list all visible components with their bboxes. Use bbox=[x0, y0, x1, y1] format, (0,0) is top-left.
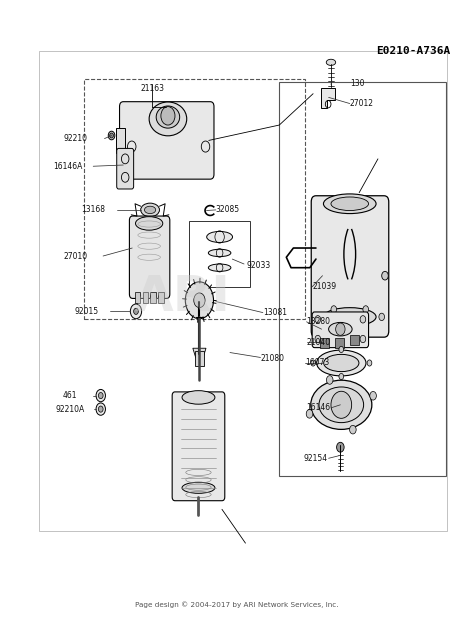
Circle shape bbox=[331, 391, 352, 418]
Text: 130: 130 bbox=[350, 79, 364, 88]
Circle shape bbox=[161, 106, 175, 125]
Text: 32085: 32085 bbox=[216, 206, 240, 214]
Bar bbox=[279, 82, 446, 475]
Circle shape bbox=[311, 360, 316, 366]
Text: E0210-A736A: E0210-A736A bbox=[376, 46, 451, 56]
Circle shape bbox=[350, 425, 356, 434]
Ellipse shape bbox=[323, 194, 376, 214]
Circle shape bbox=[194, 293, 205, 308]
Ellipse shape bbox=[331, 197, 369, 210]
Ellipse shape bbox=[145, 206, 156, 214]
Circle shape bbox=[370, 391, 376, 400]
Circle shape bbox=[339, 373, 344, 379]
Circle shape bbox=[99, 406, 103, 412]
Circle shape bbox=[96, 403, 105, 415]
Ellipse shape bbox=[136, 217, 163, 230]
Text: 16146: 16146 bbox=[306, 404, 330, 412]
Text: 16146A: 16146A bbox=[53, 162, 82, 171]
Bar bbox=[143, 292, 148, 303]
Circle shape bbox=[360, 335, 366, 343]
Circle shape bbox=[337, 443, 344, 452]
Bar bbox=[116, 128, 125, 153]
Ellipse shape bbox=[141, 203, 159, 217]
Circle shape bbox=[96, 389, 105, 402]
Circle shape bbox=[315, 316, 320, 323]
Circle shape bbox=[99, 392, 103, 399]
Ellipse shape bbox=[328, 322, 352, 336]
Text: 92210: 92210 bbox=[63, 134, 87, 143]
Circle shape bbox=[360, 316, 366, 323]
Text: 27010: 27010 bbox=[63, 251, 87, 261]
Circle shape bbox=[327, 376, 333, 384]
Circle shape bbox=[382, 271, 388, 280]
Polygon shape bbox=[320, 87, 335, 108]
Text: 27012: 27012 bbox=[350, 99, 374, 108]
Bar bbox=[195, 351, 204, 366]
Bar bbox=[150, 292, 156, 303]
Bar bbox=[319, 339, 329, 348]
Text: 13168: 13168 bbox=[81, 206, 105, 214]
Ellipse shape bbox=[311, 380, 372, 430]
Bar bbox=[350, 335, 359, 345]
Text: 21163: 21163 bbox=[140, 84, 164, 93]
Circle shape bbox=[363, 321, 369, 328]
Ellipse shape bbox=[317, 350, 366, 376]
Text: 21039: 21039 bbox=[312, 282, 336, 292]
Circle shape bbox=[379, 313, 384, 321]
Text: 92015: 92015 bbox=[75, 307, 99, 316]
Ellipse shape bbox=[323, 308, 376, 326]
Ellipse shape bbox=[319, 387, 364, 423]
FancyBboxPatch shape bbox=[312, 312, 369, 348]
Ellipse shape bbox=[182, 391, 215, 404]
Text: 13081: 13081 bbox=[263, 308, 287, 317]
Text: Page design © 2004-2017 by ARI Network Services, Inc.: Page design © 2004-2017 by ARI Network S… bbox=[135, 602, 339, 608]
Bar bbox=[135, 292, 140, 303]
Text: ARI: ARI bbox=[135, 273, 231, 321]
Bar bbox=[84, 79, 305, 319]
Circle shape bbox=[367, 360, 372, 366]
Ellipse shape bbox=[207, 232, 233, 243]
FancyBboxPatch shape bbox=[172, 392, 225, 501]
Circle shape bbox=[315, 313, 320, 321]
Circle shape bbox=[331, 321, 337, 328]
Ellipse shape bbox=[182, 482, 215, 493]
Circle shape bbox=[185, 282, 213, 319]
FancyBboxPatch shape bbox=[311, 196, 389, 337]
Circle shape bbox=[339, 347, 344, 353]
Ellipse shape bbox=[209, 249, 231, 257]
Polygon shape bbox=[193, 348, 206, 357]
Text: 92210A: 92210A bbox=[55, 405, 84, 413]
Bar bbox=[335, 339, 344, 348]
Ellipse shape bbox=[209, 264, 231, 271]
Bar bbox=[39, 51, 447, 531]
FancyBboxPatch shape bbox=[119, 102, 214, 179]
Circle shape bbox=[331, 306, 337, 313]
Bar bbox=[189, 221, 250, 287]
Ellipse shape bbox=[324, 355, 359, 371]
Circle shape bbox=[306, 410, 313, 418]
FancyBboxPatch shape bbox=[117, 149, 134, 189]
Circle shape bbox=[109, 133, 113, 138]
Circle shape bbox=[315, 335, 320, 343]
Ellipse shape bbox=[156, 106, 180, 128]
Bar bbox=[158, 292, 164, 303]
FancyBboxPatch shape bbox=[129, 216, 170, 298]
Text: 21080: 21080 bbox=[261, 354, 284, 363]
Circle shape bbox=[134, 308, 138, 314]
Circle shape bbox=[130, 304, 142, 319]
Text: 21040: 21040 bbox=[307, 337, 331, 347]
Text: 461: 461 bbox=[62, 391, 77, 400]
Circle shape bbox=[363, 306, 369, 313]
Ellipse shape bbox=[326, 59, 336, 66]
Ellipse shape bbox=[149, 102, 187, 136]
Circle shape bbox=[336, 323, 345, 335]
Circle shape bbox=[108, 131, 115, 140]
Text: 92033: 92033 bbox=[246, 261, 271, 270]
Text: 16073: 16073 bbox=[305, 358, 329, 368]
Text: 92154: 92154 bbox=[304, 454, 328, 463]
Text: 13280: 13280 bbox=[307, 318, 330, 326]
